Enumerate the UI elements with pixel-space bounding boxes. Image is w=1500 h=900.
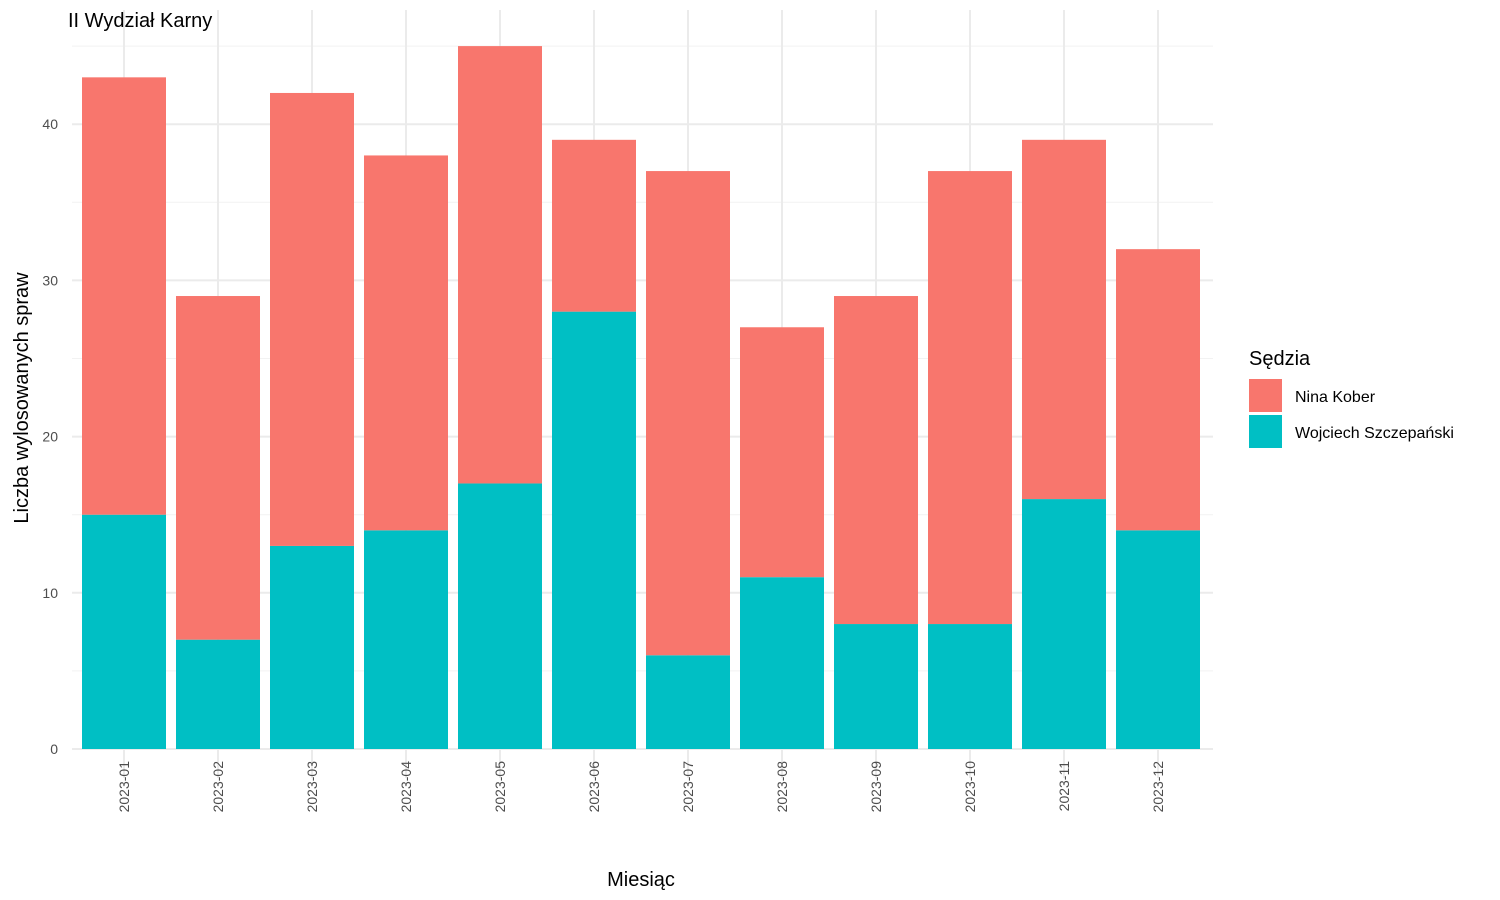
bar-segment bbox=[928, 624, 1012, 749]
y-tick-label: 40 bbox=[42, 116, 58, 132]
x-tick-label: 2023-08 bbox=[774, 761, 790, 813]
x-axis-ticks: 2023-01 2023-02 2023-03 2023-04 2023-05 2023-… bbox=[116, 761, 1166, 813]
bar-segment bbox=[458, 46, 542, 484]
y-axis-ticks: 0 10 20 30 40 bbox=[42, 116, 58, 757]
bars bbox=[82, 46, 1200, 749]
bar-segment bbox=[82, 77, 166, 515]
x-tick-label: 2023-02 bbox=[210, 761, 226, 813]
legend-key bbox=[1249, 415, 1282, 448]
y-tick-label: 0 bbox=[50, 741, 58, 757]
bar-segment bbox=[834, 296, 918, 625]
chart-title: II Wydział Karny bbox=[68, 10, 212, 32]
x-tick-label: 2023-04 bbox=[398, 761, 414, 813]
bar-segment bbox=[928, 171, 1012, 625]
bar-segment bbox=[176, 296, 260, 640]
x-tick-label: 2023-05 bbox=[492, 761, 508, 813]
y-tick-label: 30 bbox=[42, 272, 58, 288]
bar-segment bbox=[458, 483, 542, 749]
legend-key bbox=[1249, 379, 1282, 412]
bar-segment bbox=[552, 139, 636, 312]
bar-segment bbox=[1022, 139, 1106, 500]
bar-segment bbox=[176, 639, 260, 749]
x-tick-label: 2023-03 bbox=[304, 761, 320, 813]
x-tick-label: 2023-01 bbox=[116, 761, 132, 813]
bar-segment bbox=[364, 155, 448, 531]
bar-segment bbox=[740, 577, 824, 749]
y-tick-label: 20 bbox=[42, 429, 58, 445]
bar-segment bbox=[82, 514, 166, 749]
bar-segment bbox=[740, 327, 824, 578]
bar-segment bbox=[1116, 530, 1200, 749]
x-axis-title: Miesiąc bbox=[607, 869, 675, 891]
x-tick-label: 2023-07 bbox=[680, 761, 696, 813]
x-tick-label: 2023-11 bbox=[1056, 761, 1072, 812]
bar-segment bbox=[646, 171, 730, 656]
legend: Sędzia Nina Kober Wojciech Szczepański bbox=[1249, 348, 1454, 448]
bar-segment bbox=[1022, 499, 1106, 749]
x-tick-label: 2023-09 bbox=[868, 761, 884, 813]
legend-label: Nina Kober bbox=[1295, 389, 1376, 406]
y-tick-label: 10 bbox=[42, 585, 58, 601]
bar-segment bbox=[834, 624, 918, 749]
bar-segment bbox=[364, 530, 448, 749]
bar-segment bbox=[552, 311, 636, 749]
y-axis-title: Liczba wylosowanych spraw bbox=[11, 272, 33, 524]
bar-segment bbox=[646, 655, 730, 749]
bar-segment bbox=[270, 545, 354, 749]
legend-label: Wojciech Szczepański bbox=[1295, 425, 1454, 442]
bar-segment bbox=[1116, 249, 1200, 531]
x-tick-label: 2023-12 bbox=[1150, 761, 1166, 813]
x-tick-label: 2023-10 bbox=[962, 761, 978, 813]
legend-title: Sędzia bbox=[1249, 348, 1311, 370]
bar-segment bbox=[270, 92, 354, 546]
x-tick-label: 2023-06 bbox=[586, 761, 602, 813]
